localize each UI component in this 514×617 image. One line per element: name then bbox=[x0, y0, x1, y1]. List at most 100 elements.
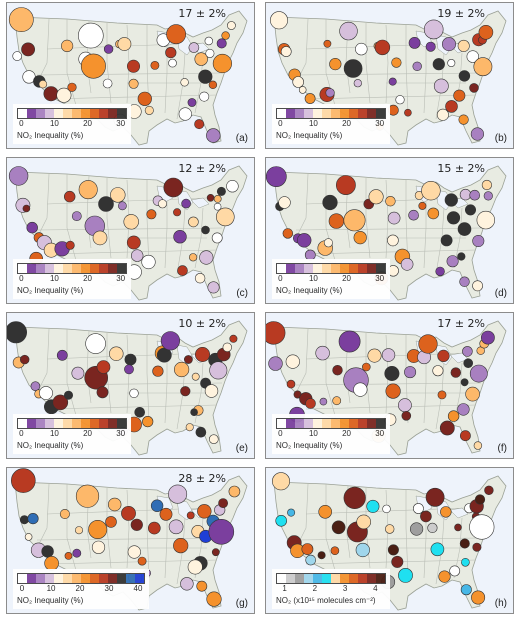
city-marker bbox=[353, 382, 368, 397]
colorbar-swatch bbox=[117, 264, 126, 273]
colorbar-swatch bbox=[81, 109, 90, 118]
city-marker bbox=[88, 519, 108, 539]
colorbar-swatch bbox=[277, 419, 286, 428]
city-marker bbox=[423, 19, 444, 40]
city-marker bbox=[134, 407, 145, 418]
city-marker bbox=[397, 398, 412, 413]
colorbar-ticks: 0 10 20 30 bbox=[17, 119, 125, 130]
city-marker bbox=[75, 484, 100, 508]
colorbar-swatch bbox=[18, 109, 27, 118]
colorbar-swatch bbox=[295, 574, 304, 583]
state-border bbox=[46, 94, 218, 100]
city-marker bbox=[173, 537, 189, 554]
state-border bbox=[423, 198, 427, 269]
state-border bbox=[295, 173, 309, 239]
city-marker bbox=[418, 334, 438, 354]
city-marker bbox=[206, 128, 221, 143]
city-marker bbox=[458, 114, 469, 125]
city-marker bbox=[275, 514, 287, 527]
city-marker bbox=[427, 522, 438, 534]
city-marker bbox=[454, 523, 462, 532]
city-marker bbox=[387, 544, 399, 556]
city-marker bbox=[185, 423, 194, 432]
city-marker bbox=[478, 24, 494, 40]
city-marker bbox=[387, 234, 399, 247]
colorbar-swatch bbox=[108, 109, 117, 118]
city-marker bbox=[180, 78, 189, 87]
city-marker bbox=[8, 166, 29, 186]
city-marker bbox=[229, 334, 238, 343]
colorbar-swatch bbox=[313, 574, 322, 583]
state-border bbox=[295, 72, 482, 76]
city-marker bbox=[118, 201, 127, 211]
colorbar-swatch bbox=[18, 419, 27, 428]
city-marker bbox=[10, 468, 36, 493]
city-marker bbox=[459, 430, 471, 442]
inequality-value: 17 ± 2% bbox=[437, 317, 485, 330]
city-marker bbox=[330, 546, 340, 555]
city-marker bbox=[453, 89, 466, 102]
city-marker bbox=[80, 53, 106, 79]
inequality-value: 15 ± 2% bbox=[437, 162, 485, 175]
city-marker bbox=[27, 512, 39, 525]
state-border bbox=[295, 328, 309, 394]
city-marker bbox=[305, 554, 317, 566]
city-marker bbox=[368, 189, 384, 205]
colorbar-swatch bbox=[81, 574, 90, 583]
city-marker bbox=[221, 31, 230, 40]
colorbar-swatch bbox=[72, 264, 81, 273]
colorbar-tick-label: 30 bbox=[375, 429, 385, 438]
city-marker bbox=[472, 280, 483, 292]
city-marker bbox=[465, 204, 477, 216]
color-legend: 0 10 20 30 NO₂ Inequality (%) bbox=[272, 259, 390, 299]
color-legend: 0 10 20 30 NO₂ Inequality (%) bbox=[13, 414, 131, 454]
colorbar-swatch bbox=[63, 264, 72, 273]
city-marker bbox=[395, 95, 405, 105]
city-marker bbox=[198, 69, 213, 84]
colorbar bbox=[276, 263, 386, 274]
color-legend: 0 10 20 30 40 NO₂ Inequality (%) bbox=[13, 569, 149, 609]
city-marker bbox=[128, 78, 139, 89]
colorbar bbox=[276, 573, 386, 584]
map-panel-a: 17 ± 2% (a) 0 10 20 30 NO₂ Inequality (%) bbox=[6, 2, 255, 149]
city-marker bbox=[75, 526, 84, 535]
city-marker bbox=[473, 57, 493, 77]
colorbar-swatch bbox=[376, 419, 385, 428]
city-marker bbox=[436, 108, 449, 121]
colorbar-swatch bbox=[349, 574, 358, 583]
city-marker bbox=[181, 198, 191, 209]
city-marker bbox=[318, 504, 333, 519]
colorbar-swatch bbox=[63, 109, 72, 118]
colorbar-swatch bbox=[99, 109, 108, 118]
city-marker bbox=[381, 348, 396, 362]
inequality-value: 10 ± 2% bbox=[178, 317, 226, 330]
city-marker bbox=[189, 253, 198, 262]
city-marker bbox=[387, 211, 401, 225]
colorbar-swatch bbox=[36, 109, 45, 118]
city-marker bbox=[30, 381, 41, 391]
city-marker bbox=[56, 349, 68, 361]
colorbar-tick-label: 4 bbox=[373, 584, 378, 593]
colorbar-ticks: 0 10 20 30 bbox=[276, 274, 384, 285]
city-marker bbox=[338, 330, 361, 353]
state-border bbox=[36, 173, 50, 239]
city-marker bbox=[20, 354, 30, 365]
colorbar-swatch bbox=[135, 574, 144, 583]
colorbar-ticks: 0 10 20 30 40 bbox=[17, 584, 143, 595]
city-marker bbox=[126, 235, 141, 250]
state-border bbox=[36, 72, 223, 76]
city-marker bbox=[355, 542, 370, 558]
colorbar-swatch bbox=[54, 419, 63, 428]
city-marker bbox=[195, 426, 207, 438]
colorbar-tick-label: 20 bbox=[83, 274, 92, 283]
city-marker bbox=[206, 193, 215, 202]
city-marker bbox=[442, 37, 457, 52]
city-marker bbox=[98, 196, 114, 212]
colorbar-swatch bbox=[27, 574, 36, 583]
colorbar-swatch bbox=[72, 574, 81, 583]
city-marker bbox=[285, 354, 300, 369]
colorbar-swatch bbox=[108, 264, 117, 273]
colorbar-tick-label: 20 bbox=[75, 584, 85, 593]
city-marker bbox=[425, 41, 436, 52]
city-marker bbox=[457, 252, 466, 261]
